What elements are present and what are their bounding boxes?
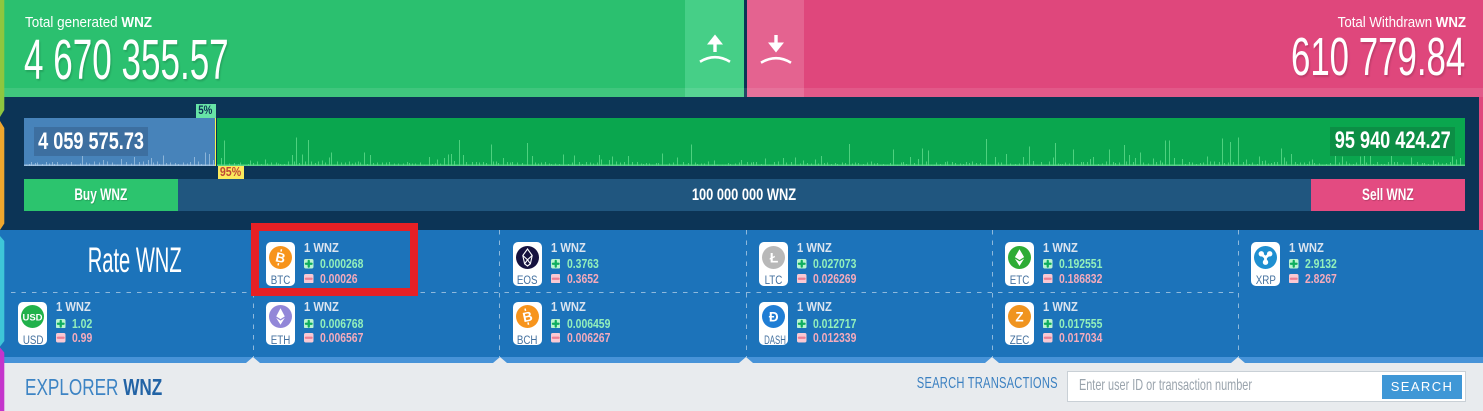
- svg-text:B: B: [274, 249, 287, 266]
- svg-text:Ł: Ł: [770, 249, 779, 265]
- svg-text:B: B: [521, 308, 534, 325]
- svg-text:USD: USD: [23, 313, 43, 324]
- svg-text:Z: Z: [1015, 309, 1023, 324]
- svg-text:Ð: Ð: [769, 309, 779, 324]
